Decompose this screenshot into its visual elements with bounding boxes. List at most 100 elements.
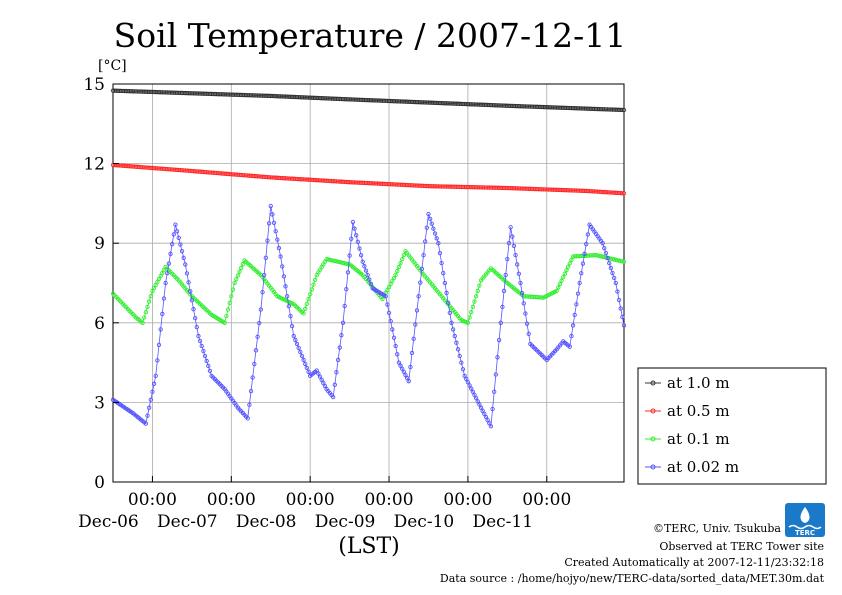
legend-label: at 1.0 m bbox=[667, 374, 730, 392]
data-point bbox=[414, 308, 420, 313]
terc-logo: TERC bbox=[785, 503, 825, 537]
data-point bbox=[496, 337, 502, 343]
data-point bbox=[446, 300, 451, 306]
data-point bbox=[268, 203, 273, 209]
data-point bbox=[511, 243, 517, 249]
data-point bbox=[485, 417, 490, 423]
data-point bbox=[413, 322, 418, 327]
data-point bbox=[332, 382, 337, 387]
legend-marker bbox=[650, 408, 656, 414]
legend-box bbox=[637, 367, 827, 485]
data-point bbox=[603, 250, 609, 256]
data-point bbox=[459, 360, 464, 365]
data-point bbox=[477, 283, 482, 288]
data-point bbox=[146, 405, 152, 410]
data-point bbox=[311, 282, 316, 287]
x-tick-date: Dec-10 bbox=[394, 512, 455, 532]
data-point bbox=[237, 269, 242, 274]
data-point bbox=[363, 268, 369, 273]
data-point bbox=[178, 242, 183, 247]
data-point bbox=[470, 389, 475, 394]
data-point bbox=[557, 281, 563, 287]
data-point bbox=[170, 241, 175, 247]
data-point bbox=[266, 221, 272, 226]
data-point bbox=[569, 257, 574, 263]
data-point bbox=[303, 361, 308, 367]
data-point bbox=[559, 278, 564, 283]
data-point bbox=[423, 239, 428, 244]
data-point bbox=[280, 264, 285, 269]
y-tick-label: 15 bbox=[83, 75, 105, 95]
data-point bbox=[193, 316, 198, 321]
series-at-1-0-m bbox=[110, 88, 627, 113]
data-point bbox=[427, 216, 433, 222]
x-tick-time: 00:00 bbox=[207, 490, 256, 510]
data-point bbox=[470, 304, 475, 310]
data-point bbox=[473, 294, 479, 299]
legend-label: at 0.5 m bbox=[667, 402, 730, 420]
data-point bbox=[516, 271, 521, 276]
data-point bbox=[301, 311, 306, 316]
data-point bbox=[477, 402, 482, 407]
data-point bbox=[498, 320, 503, 325]
x-tick-date: Dec-06 bbox=[78, 512, 139, 532]
data-point bbox=[434, 236, 439, 241]
data-point bbox=[349, 236, 354, 241]
data-point bbox=[398, 363, 403, 368]
data-point bbox=[505, 256, 510, 262]
data-point bbox=[465, 320, 471, 325]
data-point bbox=[342, 303, 347, 309]
footer-created: Created Automatically at 2007-12-11/23:3… bbox=[564, 556, 824, 569]
data-point bbox=[462, 373, 467, 379]
data-point bbox=[362, 264, 367, 269]
waves-icon bbox=[788, 524, 822, 530]
data-point bbox=[523, 311, 528, 316]
data-point bbox=[455, 347, 461, 352]
data-point bbox=[145, 304, 150, 310]
data-point bbox=[163, 280, 168, 286]
x-tick-time: 00:00 bbox=[443, 490, 492, 510]
data-point bbox=[358, 252, 364, 258]
data-point bbox=[158, 327, 163, 332]
data-point bbox=[383, 294, 388, 299]
data-point bbox=[235, 273, 241, 278]
data-point bbox=[386, 310, 392, 315]
data-point bbox=[270, 212, 275, 217]
data-point bbox=[345, 270, 351, 275]
legend-marker bbox=[650, 380, 656, 386]
data-point bbox=[513, 252, 518, 258]
data-point bbox=[143, 310, 149, 315]
data-point bbox=[437, 250, 443, 256]
data-point bbox=[234, 277, 239, 282]
data-point bbox=[572, 312, 577, 317]
data-point bbox=[621, 259, 627, 264]
data-point bbox=[186, 280, 191, 285]
data-point bbox=[398, 260, 403, 266]
data-point bbox=[179, 249, 185, 254]
data-point bbox=[450, 327, 456, 332]
data-point bbox=[556, 285, 561, 290]
data-point bbox=[367, 277, 372, 282]
data-point bbox=[524, 321, 530, 326]
data-point bbox=[145, 413, 150, 418]
data-point bbox=[312, 277, 318, 282]
data-point bbox=[253, 348, 259, 353]
series-line bbox=[112, 205, 625, 428]
data-point bbox=[316, 371, 321, 376]
data-point bbox=[314, 368, 319, 373]
data-point bbox=[565, 264, 571, 269]
data-point bbox=[245, 416, 250, 421]
data-point bbox=[613, 280, 618, 286]
data-point bbox=[610, 270, 615, 276]
data-point bbox=[396, 360, 402, 365]
data-point bbox=[207, 368, 213, 374]
data-point bbox=[469, 310, 474, 315]
data-point bbox=[472, 392, 477, 398]
data-point bbox=[482, 411, 487, 417]
data-point bbox=[608, 265, 614, 271]
data-point bbox=[160, 311, 165, 317]
data-point bbox=[247, 402, 252, 407]
footer-copyright: ©TERC, Univ. Tsukuba bbox=[653, 522, 781, 535]
data-point bbox=[526, 331, 531, 337]
data-point bbox=[337, 345, 342, 350]
